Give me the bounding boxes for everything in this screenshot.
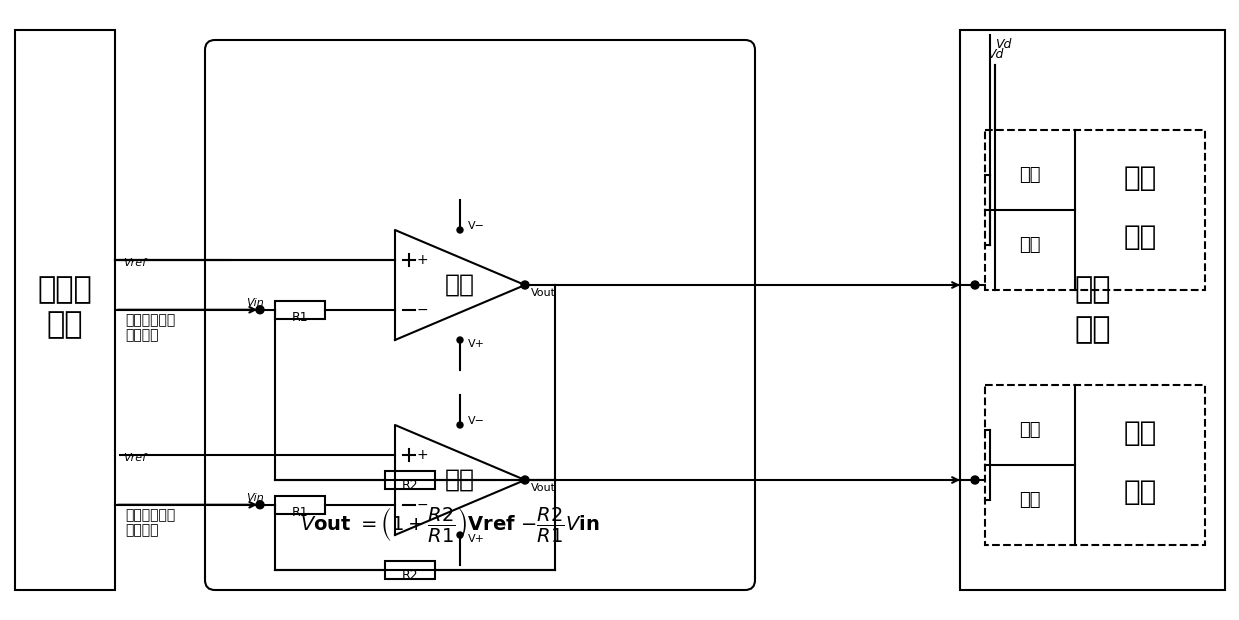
Text: 接收通道: 接收通道 — [125, 523, 159, 537]
Circle shape — [971, 281, 979, 289]
Text: 数字控制信号: 数字控制信号 — [125, 508, 175, 522]
Text: 发射: 发射 — [1124, 223, 1157, 251]
Text: 漏压: 漏压 — [1020, 166, 1041, 184]
Text: Vref: Vref — [123, 453, 146, 463]
Text: +: + — [418, 448, 429, 463]
Bar — [960, 30, 1225, 590]
Circle shape — [256, 306, 264, 314]
Circle shape — [971, 476, 979, 484]
Bar — [15, 30, 115, 590]
Text: 数字控制信号: 数字控制信号 — [125, 312, 175, 327]
Text: 芯片: 芯片 — [1074, 275, 1110, 304]
Text: −: − — [418, 303, 429, 317]
Text: 运放: 运放 — [445, 273, 475, 297]
Text: 接收: 接收 — [1124, 478, 1157, 506]
Bar — [385, 561, 435, 579]
Text: V−: V− — [468, 416, 484, 426]
Text: Vin: Vin — [247, 298, 264, 308]
Bar — [985, 385, 1206, 545]
Text: 通道: 通道 — [1124, 419, 1157, 447]
Circle shape — [457, 227, 463, 233]
Bar — [275, 496, 325, 514]
Bar — [275, 301, 325, 319]
Text: 射频: 射频 — [1074, 316, 1110, 345]
Text: R2: R2 — [401, 479, 419, 492]
Circle shape — [457, 532, 463, 538]
Text: 数字: 数字 — [47, 311, 83, 340]
Text: Vout: Vout — [532, 288, 556, 298]
FancyBboxPatch shape — [204, 40, 755, 590]
Text: 栅压: 栅压 — [1020, 236, 1041, 254]
Text: Vd: Vd — [986, 48, 1004, 61]
Text: R1: R1 — [291, 311, 309, 324]
Text: +: + — [418, 253, 429, 267]
Circle shape — [457, 337, 463, 343]
Text: 发射通道: 发射通道 — [125, 328, 159, 342]
Circle shape — [522, 476, 529, 484]
Circle shape — [256, 501, 264, 509]
Text: R2: R2 — [401, 569, 419, 582]
Text: V−: V− — [468, 221, 484, 231]
Text: 栅压: 栅压 — [1020, 491, 1041, 509]
Text: Vref: Vref — [123, 259, 146, 268]
Text: Vd: Vd — [995, 38, 1011, 51]
Text: V+: V+ — [468, 339, 484, 349]
Text: $\it{V}$out $= \left(1 + \dfrac{R2}{R1}\right)$Vref $- \dfrac{R2}{R1}\it{V}$in: $\it{V}$out $= \left(1 + \dfrac{R2}{R1}\… — [300, 505, 600, 544]
Bar — [385, 471, 435, 489]
Text: V+: V+ — [468, 534, 484, 544]
Text: 漏压: 漏压 — [1020, 421, 1041, 439]
Text: 通道: 通道 — [1124, 164, 1157, 192]
Circle shape — [522, 281, 529, 289]
Text: R1: R1 — [291, 506, 309, 519]
Circle shape — [457, 422, 463, 428]
Text: 运放: 运放 — [445, 468, 475, 492]
Bar — [985, 130, 1206, 290]
Text: Vin: Vin — [247, 493, 264, 503]
Text: 控制器: 控制器 — [37, 275, 93, 304]
Text: Vout: Vout — [532, 483, 556, 493]
Text: −: − — [418, 498, 429, 511]
